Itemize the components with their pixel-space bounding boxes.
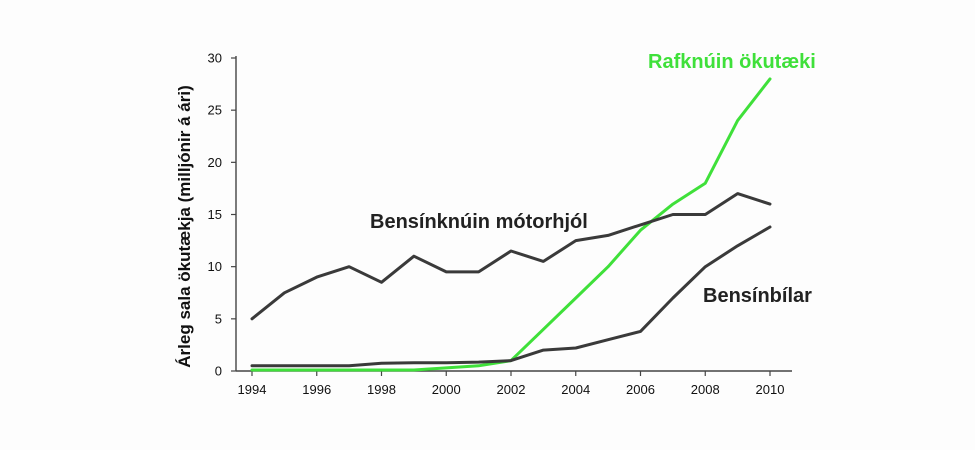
axes: 0 5 10 15 20 25 30 1994 1996 1998 2000 2002 2004 2006… — [175, 51, 792, 397]
series-line-3 — [250, 225, 772, 368]
x-tick-label: 2000 — [432, 382, 461, 397]
labels-layer: Rafknúin ökutæki Bensínknúin mótorhjól Ben… — [370, 51, 816, 307]
x-tick-label: 2006 — [626, 382, 655, 397]
x-tick-label: 1998 — [367, 382, 396, 397]
x-tick-label: 2002 — [497, 382, 526, 397]
series-line-2 — [250, 192, 772, 321]
y-axis-title: Árleg sala ökutækja (milljónir á ári) — [175, 85, 194, 367]
y-tick-label: 25 — [208, 103, 222, 118]
series-label-1: Rafknúin ökutæki — [648, 51, 816, 73]
y-tick-label: 20 — [208, 155, 222, 170]
x-tick-label: 2010 — [756, 382, 785, 397]
y-tick-label: 0 — [215, 364, 222, 379]
y-tick-label: 30 — [208, 51, 222, 66]
y-tick-label: 5 — [215, 311, 222, 326]
series-layer — [250, 77, 772, 372]
x-tick-label: 2008 — [691, 382, 720, 397]
y-tick-label: 10 — [208, 259, 222, 274]
series-label-2: Bensínknúin mótorhjól — [370, 211, 588, 233]
x-tick-label: 1996 — [302, 382, 331, 397]
y-tick-label: 15 — [208, 207, 222, 222]
series-label-3: Bensínbílar — [703, 285, 812, 307]
x-tick-label: 2004 — [561, 382, 590, 397]
x-tick-label: 1994 — [238, 382, 267, 397]
